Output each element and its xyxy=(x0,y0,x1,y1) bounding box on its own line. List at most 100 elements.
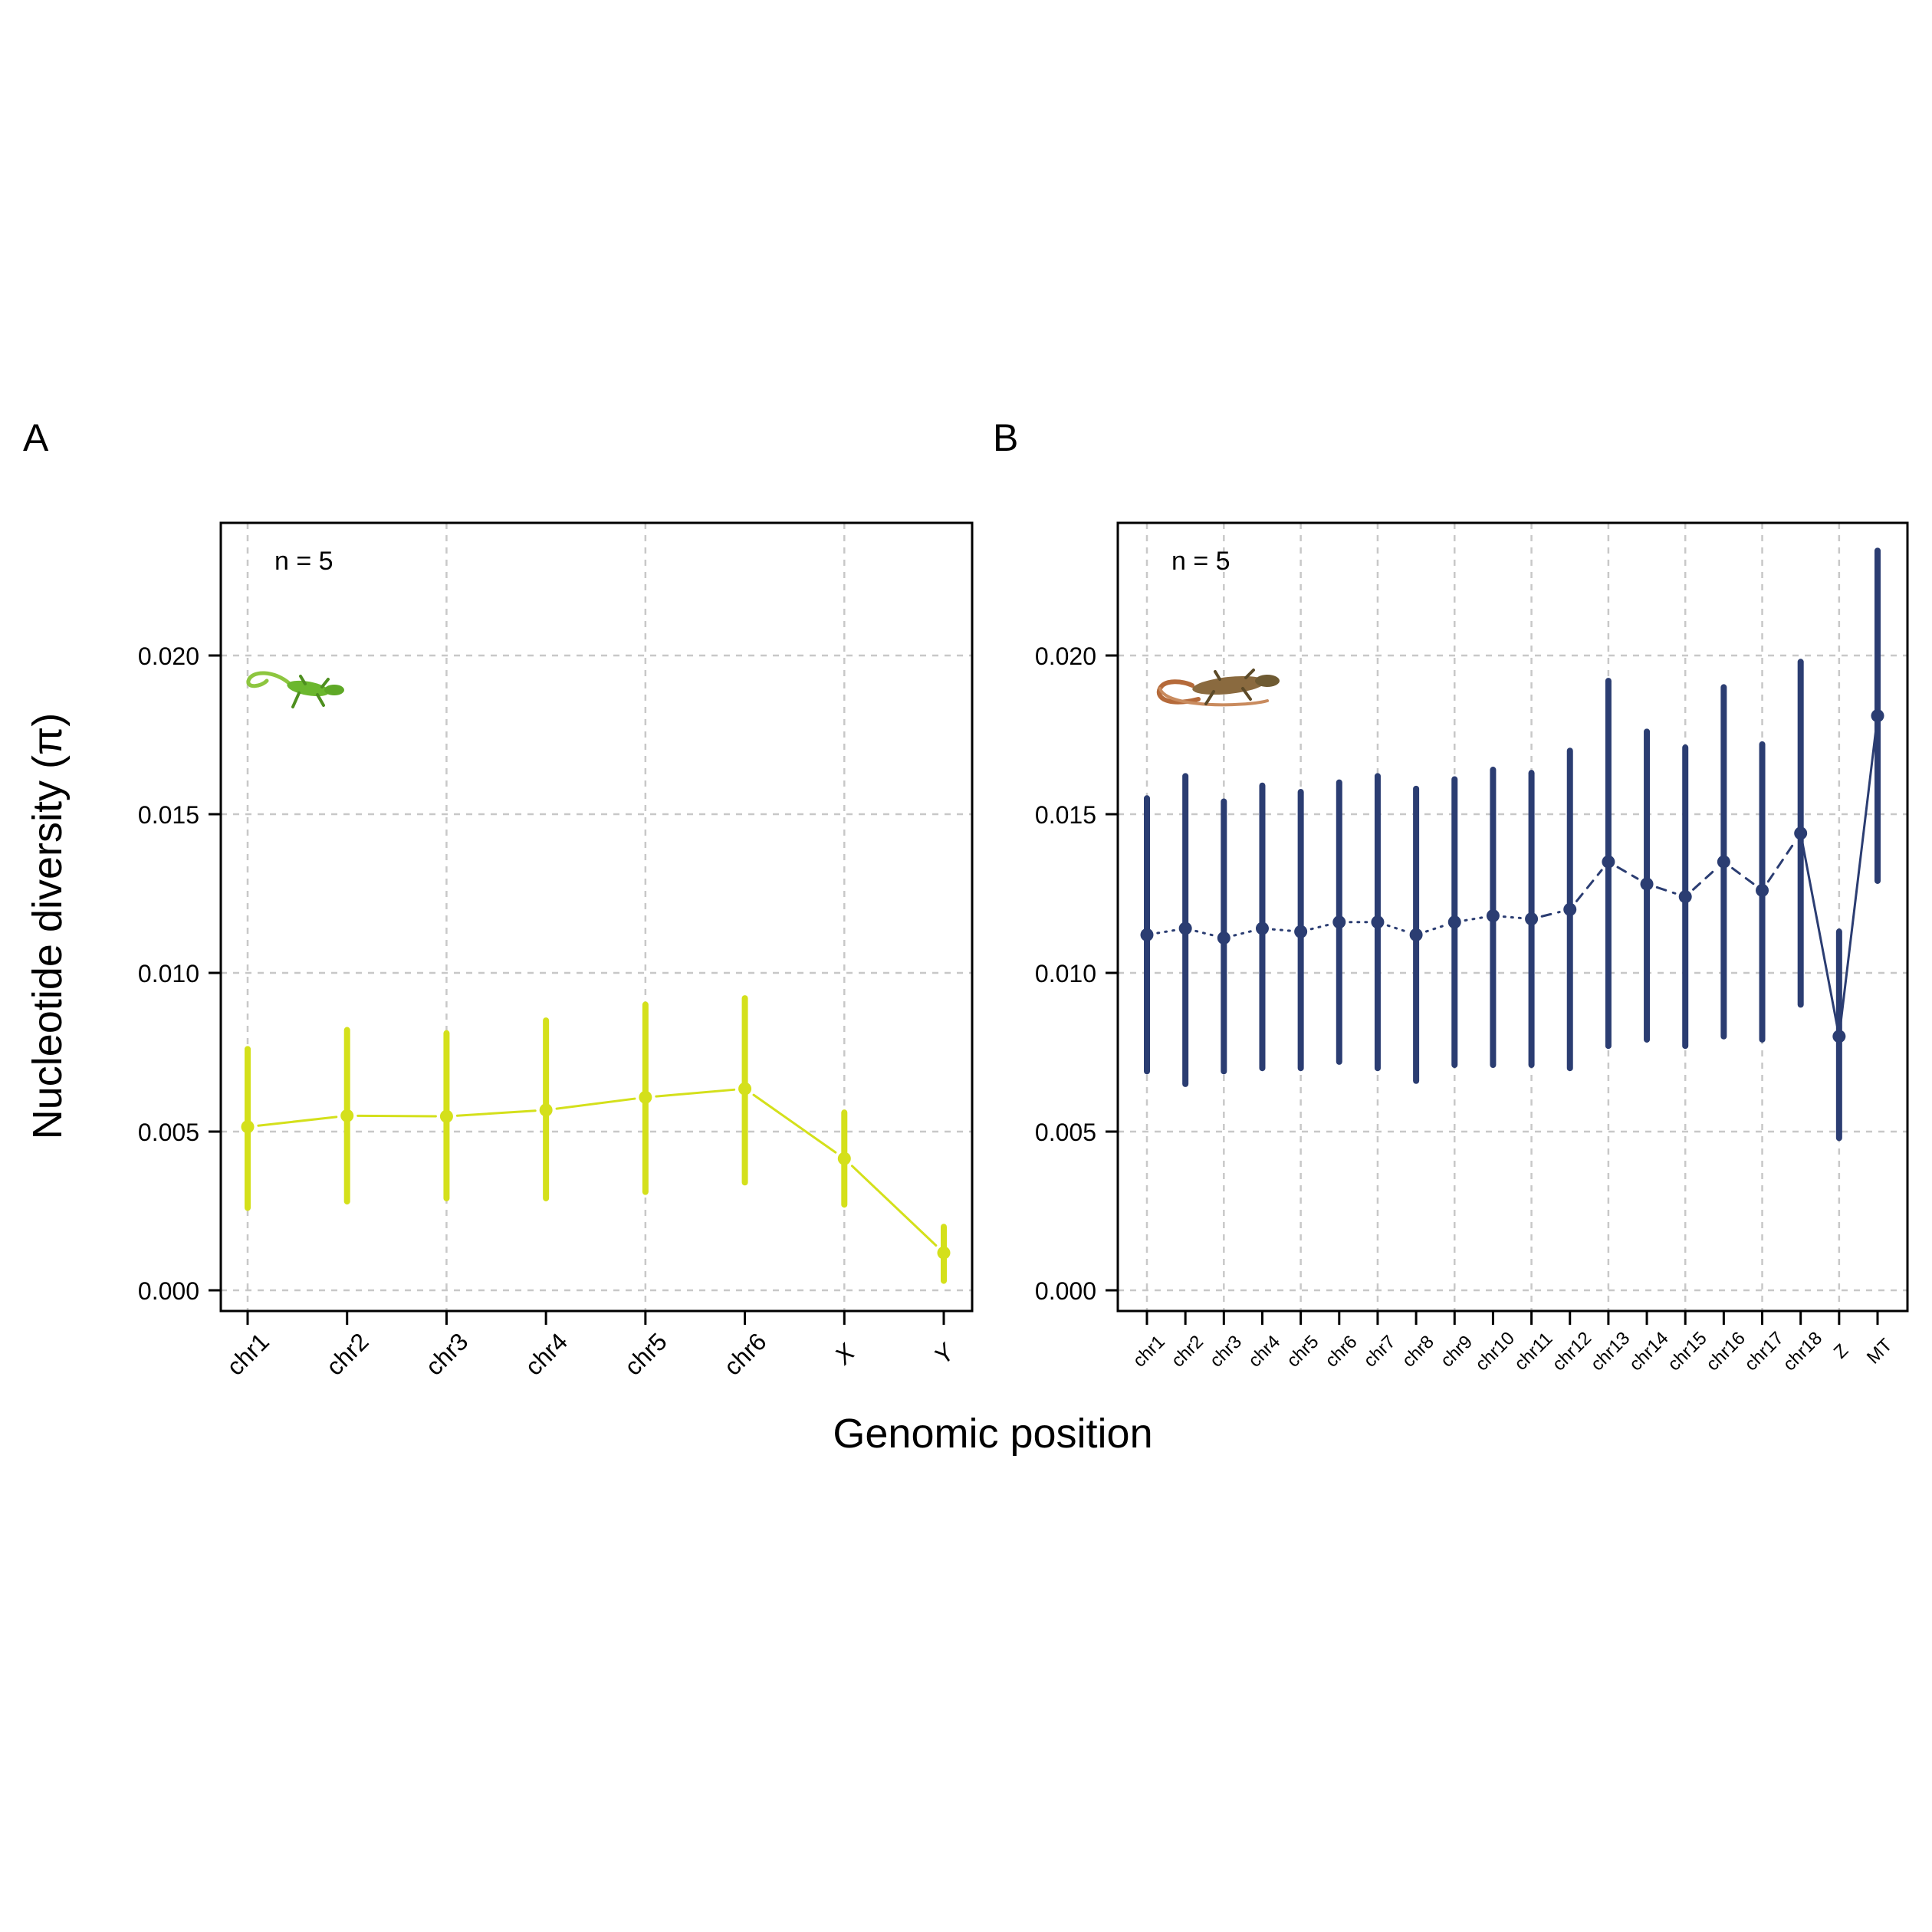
panel-a-y-tick-label: 0.015 xyxy=(138,801,199,829)
panel-b-data-point xyxy=(1178,922,1192,935)
panel-b-series-line-segment xyxy=(1464,916,1484,922)
panel-a-y-tick-label: 0.020 xyxy=(138,642,199,670)
panel-b-x-tick-label: chr15 xyxy=(1664,1328,1711,1375)
panel-b-data-point xyxy=(1563,902,1577,916)
panel-b-series xyxy=(1140,547,1884,1142)
panel-b-data-point xyxy=(1140,928,1154,941)
panel-a-x-tick-label: chr5 xyxy=(619,1327,672,1380)
panel-b-series-line-segment xyxy=(1801,843,1838,1027)
panel-b-series-line-segment xyxy=(1692,868,1717,891)
panel-b-x-tick-label: chr2 xyxy=(1168,1332,1208,1372)
panel-a-series-line-segment xyxy=(850,1165,938,1247)
panel-b-y-tick-label: 0.000 xyxy=(1035,1277,1096,1305)
panel-a-plot-frame xyxy=(219,521,974,1313)
panel-a-x-tick-label: chr3 xyxy=(420,1327,473,1380)
panel-a-y-tick-label: 0.010 xyxy=(138,960,199,987)
panel-b-sample-size: n = 5 xyxy=(1171,547,1230,576)
panel-a-series-line-segment xyxy=(752,1093,837,1154)
panel-b-series-line-segment xyxy=(1731,866,1755,886)
panel-b-data-point xyxy=(1640,877,1654,891)
panel-b-y-tick-label: 0.005 xyxy=(1035,1119,1096,1146)
panel-a-data-point xyxy=(439,1109,453,1123)
panel-b-y-tick-label: 0.015 xyxy=(1035,801,1096,829)
panel-a-data-point xyxy=(340,1109,354,1122)
panel-b-x-tick-label: chr6 xyxy=(1321,1332,1361,1372)
panel-b-x-tick-label: chr17 xyxy=(1740,1328,1788,1375)
panel-a-series-line-segment xyxy=(455,1109,537,1117)
panel-a-y-axis: 0.000 0.005 0.010 0.015 0.020 xyxy=(138,642,221,1305)
panel-a-data-point xyxy=(639,1090,652,1104)
panel-a-y-tick-label: 0.005 xyxy=(138,1119,199,1146)
panel-b-y-tick-label: 0.010 xyxy=(1035,960,1096,987)
panel-b-y-tick-label: 0.020 xyxy=(1035,642,1096,670)
panel-b-series-line-segment xyxy=(1655,886,1677,895)
panel-b-x-axis: chr1chr2chr3chr4chr5chr6chr7chr8chr9chr1… xyxy=(1129,1311,1897,1375)
panel-b-series-line-segment xyxy=(1233,929,1254,937)
panel-b-x-tick-label: chr14 xyxy=(1625,1328,1673,1375)
panel-b-data-point xyxy=(1409,928,1423,941)
panel-b-data-point xyxy=(1602,855,1615,869)
panel-b-series-line-segment xyxy=(1194,929,1215,937)
panel-a-x-tick-label: Y xyxy=(928,1337,961,1369)
panel-b-x-tick-label: chr7 xyxy=(1360,1332,1400,1372)
panel-b-x-tick-label: chr3 xyxy=(1206,1332,1246,1372)
panel-a-y-tick-label: 0.000 xyxy=(138,1277,199,1305)
panel-a: 0.000 0.005 0.010 0.015 0.020 chr1 chr2 chr3 ch… xyxy=(138,521,974,1381)
panel-b-data-point xyxy=(1525,912,1539,926)
panel-b-x-tick-label: MT xyxy=(1863,1335,1897,1368)
panel-b-data-point xyxy=(1332,915,1346,929)
panel-a-x-axis: chr1 chr2 chr3 chr4 chr5 chr6 X Y xyxy=(221,1311,961,1381)
panel-b-data-point xyxy=(1756,883,1769,897)
panel-b-series-line-segment xyxy=(1502,915,1523,919)
panel-a-x-tick-label: chr6 xyxy=(718,1327,771,1380)
panel-b-data-point xyxy=(1255,922,1269,935)
panel-a-series xyxy=(241,995,951,1284)
panel-b-data-point xyxy=(1717,855,1730,869)
panel-b-data-point xyxy=(1678,890,1692,904)
anole-lizard-icon xyxy=(246,671,344,708)
panel-b-x-tick-label: chr4 xyxy=(1244,1332,1284,1372)
wall-lizard-icon xyxy=(1156,669,1280,707)
panel-b-x-tick-label: chr11 xyxy=(1510,1329,1556,1375)
panel-b-x-tick-label: chr13 xyxy=(1587,1328,1635,1375)
panel-b-data-point xyxy=(1217,931,1230,945)
panel-a-series-line-segment xyxy=(655,1088,736,1098)
panel-a-grid xyxy=(221,523,972,1311)
panel-b-series-line-segment xyxy=(1576,869,1603,902)
panel-b-data-point xyxy=(1832,1030,1846,1043)
panel-b-data-point xyxy=(1794,826,1808,840)
panel-a-x-tick-label: chr2 xyxy=(320,1327,373,1380)
panel-a-series-line-segment xyxy=(555,1097,636,1110)
panel-b-data-point xyxy=(1447,915,1461,929)
panel-b-series-line-segment xyxy=(1424,924,1446,933)
panel-a-data-point xyxy=(738,1082,752,1096)
panel-b-x-tick-label: chr5 xyxy=(1283,1332,1322,1372)
panel-b-series-line-segment xyxy=(1766,840,1796,883)
panel-b-x-tick-label: chr10 xyxy=(1471,1328,1519,1375)
panel-a-data-point xyxy=(937,1246,951,1260)
panel-b-data-point xyxy=(1371,915,1385,929)
panel-b-series-line-segment xyxy=(1156,928,1176,935)
panel-b-data-point xyxy=(1486,909,1500,922)
panel-a-sample-size: n = 5 xyxy=(274,547,334,576)
panel-b-x-tick-label: chr8 xyxy=(1398,1332,1438,1372)
panel-b-series-line-segment xyxy=(1540,911,1561,918)
panel-b-series-line-segment xyxy=(1309,923,1330,931)
panel-b-series-line-segment xyxy=(1271,928,1292,932)
y-axis-title: Nucleotide diversity (π) xyxy=(25,713,71,1139)
panel-b-x-tick-label: chr9 xyxy=(1437,1332,1477,1372)
panel-b-x-tick-label: chr16 xyxy=(1702,1328,1750,1375)
panel-b-y-axis: 0.000 0.005 0.010 0.015 0.020 xyxy=(1035,642,1118,1305)
panel-a-x-tick-label: chr1 xyxy=(221,1327,274,1380)
panel-a-data-point xyxy=(837,1152,851,1165)
panel-b-data-point xyxy=(1294,925,1308,938)
panel-b-x-tick-label: Z xyxy=(1830,1340,1852,1362)
panel-b-series-line-segment xyxy=(1616,866,1639,880)
panel-a-x-tick-label: X xyxy=(829,1338,861,1370)
panel-a-series-line-segment xyxy=(257,1116,338,1127)
panel-b-x-tick-label: chr1 xyxy=(1129,1332,1169,1372)
x-axis-title: Genomic position xyxy=(833,1411,1152,1457)
panel-a-data-point xyxy=(241,1120,255,1134)
